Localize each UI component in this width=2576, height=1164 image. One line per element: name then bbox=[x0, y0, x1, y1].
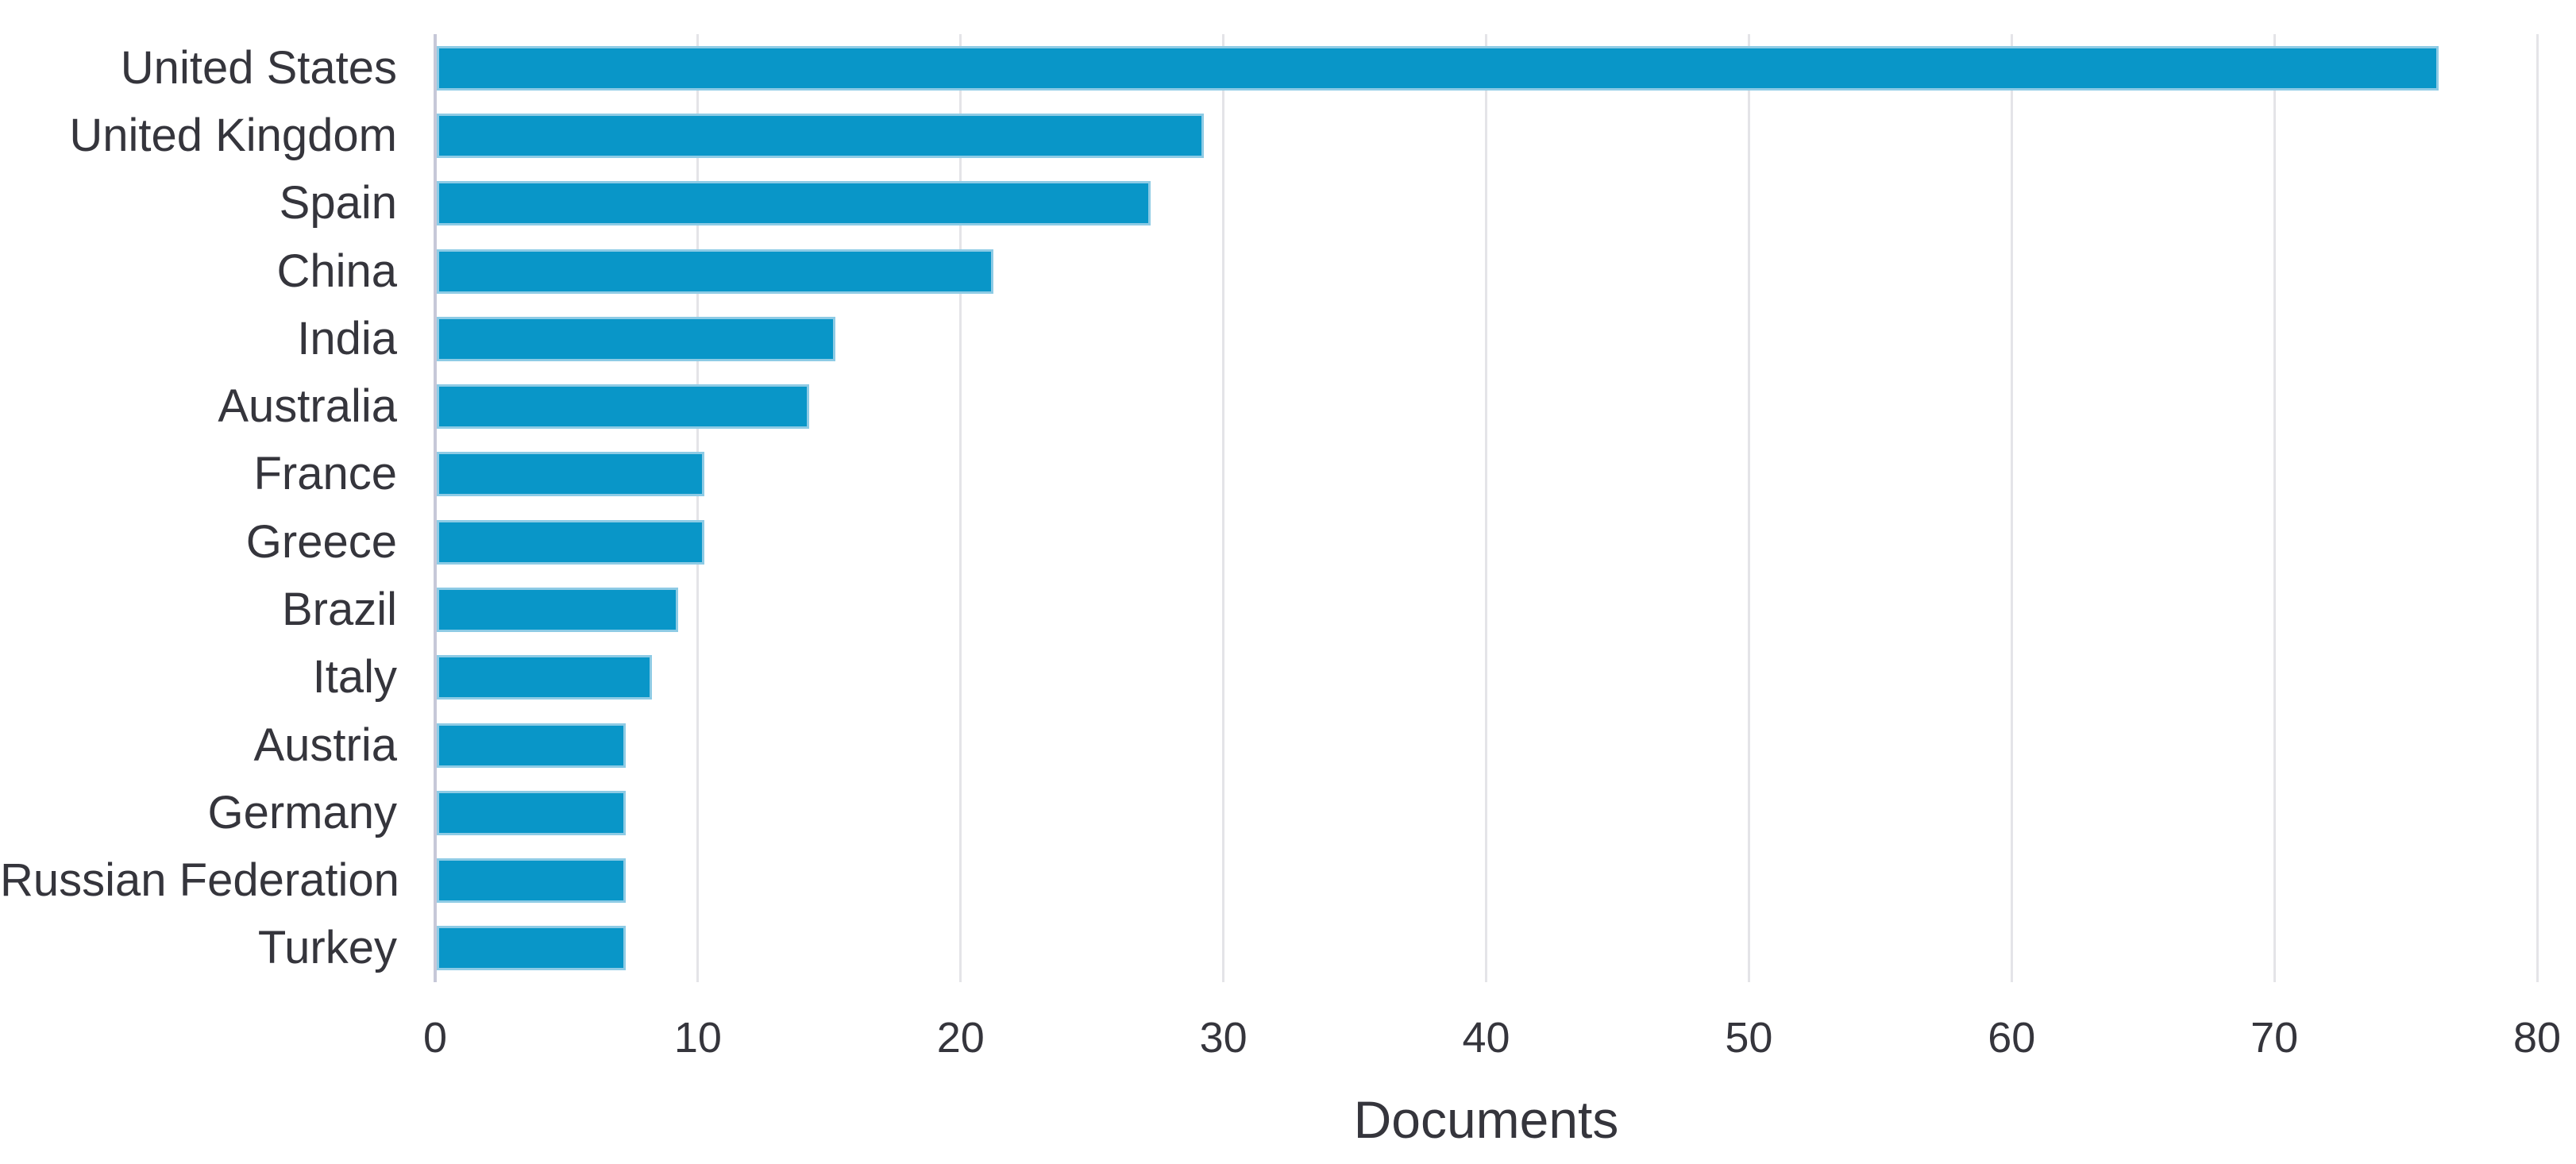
category-label: Russian Federation bbox=[0, 854, 399, 907]
category-label: China bbox=[276, 245, 397, 297]
x-tick-label-0: 0 bbox=[422, 1014, 448, 1062]
gridline-20 bbox=[959, 34, 962, 982]
bar-india[interactable] bbox=[437, 316, 836, 361]
bar-greece[interactable] bbox=[437, 519, 704, 565]
x-tick-label-10: 10 bbox=[673, 1014, 722, 1062]
plot-area bbox=[434, 34, 2539, 982]
category-label: United States bbox=[120, 41, 397, 94]
bar-brazil[interactable] bbox=[437, 587, 678, 632]
y-axis-line bbox=[434, 34, 437, 982]
bar-france[interactable] bbox=[437, 452, 704, 497]
category-label: India bbox=[297, 312, 397, 364]
category-label: Germany bbox=[207, 786, 397, 838]
bar-austria[interactable] bbox=[437, 723, 626, 768]
bar-russian-federation[interactable] bbox=[437, 858, 626, 904]
bar-germany[interactable] bbox=[437, 790, 626, 835]
gridline-40 bbox=[1485, 34, 1487, 982]
bar-italy[interactable] bbox=[437, 655, 652, 700]
category-label: Austria bbox=[253, 719, 397, 771]
category-label: Turkey bbox=[257, 922, 397, 974]
x-tick-label-60: 60 bbox=[1988, 1014, 2036, 1062]
bar-united-states[interactable] bbox=[437, 45, 2439, 91]
category-label: Australia bbox=[218, 380, 397, 433]
x-tick-label-30: 30 bbox=[1199, 1014, 1248, 1062]
bar-australia[interactable] bbox=[437, 384, 810, 430]
category-label: Italy bbox=[312, 651, 397, 703]
bar-united-kingdom[interactable] bbox=[437, 113, 1204, 158]
category-label: Spain bbox=[279, 177, 397, 229]
x-axis-title: Documents bbox=[1353, 1090, 1619, 1149]
gridline-10 bbox=[696, 34, 700, 982]
x-tick-label-40: 40 bbox=[1462, 1014, 1510, 1062]
category-label: United Kingdom bbox=[69, 109, 397, 161]
gridline-50 bbox=[1747, 34, 1750, 982]
bar-china[interactable] bbox=[437, 249, 993, 294]
category-label: Greece bbox=[245, 515, 397, 568]
category-label: Brazil bbox=[281, 583, 397, 635]
gridline-60 bbox=[2010, 34, 2013, 982]
bar-turkey[interactable] bbox=[437, 926, 626, 971]
x-tick-label-20: 20 bbox=[936, 1014, 985, 1062]
x-tick-label-70: 70 bbox=[2250, 1014, 2299, 1062]
x-tick-label-50: 50 bbox=[1725, 1014, 1773, 1062]
x-tick-label-80: 80 bbox=[2512, 1014, 2562, 1062]
category-label: France bbox=[253, 448, 397, 500]
gridline-30 bbox=[1222, 34, 1225, 982]
gridline-70 bbox=[2273, 34, 2276, 982]
gridline-80 bbox=[2536, 34, 2539, 982]
bar-spain[interactable] bbox=[437, 181, 1151, 226]
